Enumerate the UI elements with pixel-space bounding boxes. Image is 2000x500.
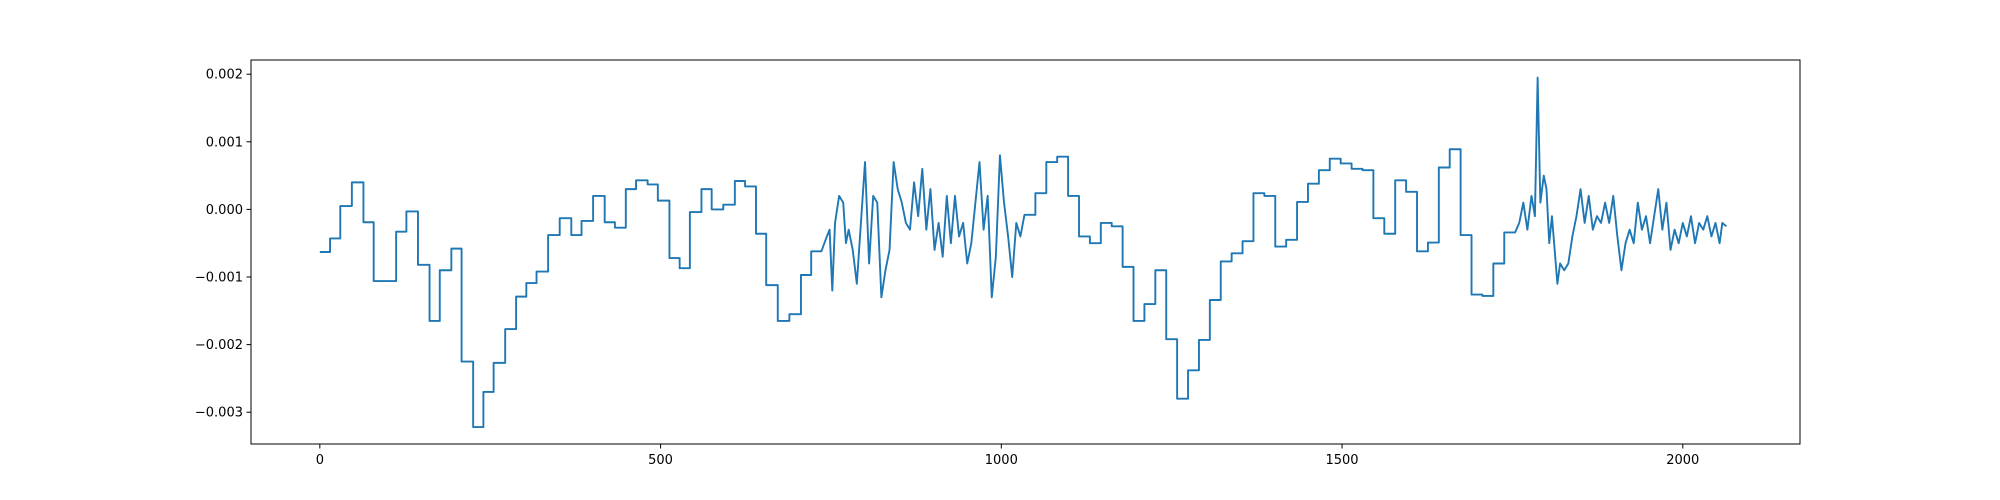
y-tick-label: −0.001 [195,271,243,286]
x-tick-label: 500 [648,453,673,468]
y-tick-label: −0.002 [195,338,243,353]
data-line [319,76,1728,429]
y-tick-label: 0.002 [206,68,243,83]
plot-frame [250,59,1801,445]
y-tick-label: 0.001 [206,135,243,150]
x-tick-label: 0 [316,453,324,468]
y-tick-label: 0.000 [206,203,243,218]
y-tick-label: −0.003 [195,406,243,421]
x-tick-label: 2000 [1666,453,1699,468]
x-tick-label: 1500 [1325,453,1358,468]
x-tick-label: 1000 [985,453,1018,468]
